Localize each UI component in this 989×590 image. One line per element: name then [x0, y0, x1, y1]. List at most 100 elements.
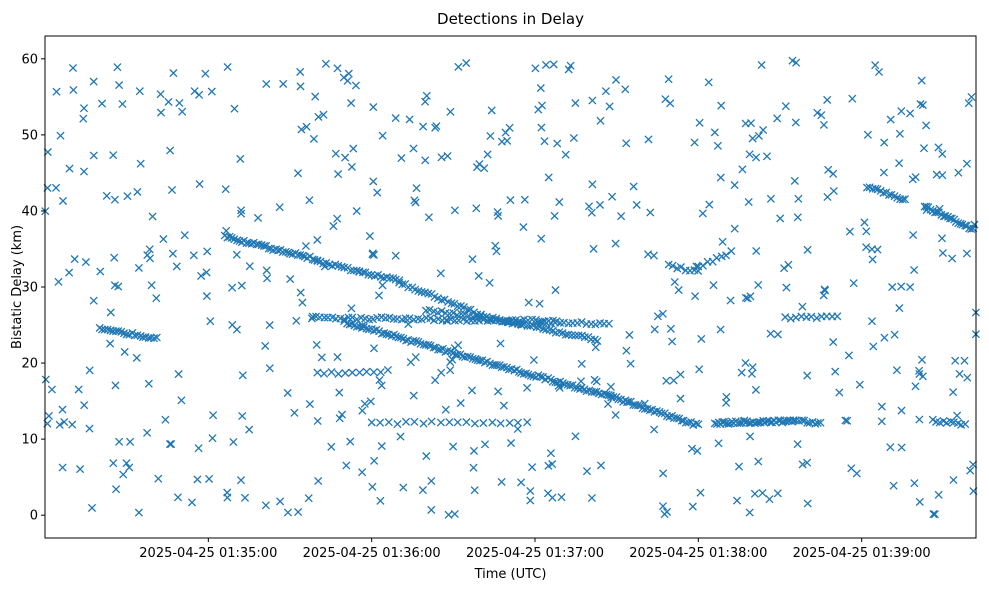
- detection-point: [677, 416, 686, 425]
- detection-point: [443, 346, 452, 356]
- y-axis-ticks: 0 10 20 30 40 50 60: [21, 52, 45, 524]
- detection-point: [89, 151, 98, 160]
- detection-point: [172, 262, 181, 271]
- detection-point: [966, 466, 975, 475]
- detection-point: [782, 283, 791, 292]
- detection-point: [65, 268, 74, 277]
- detection-point: [664, 75, 673, 84]
- detection-point: [446, 107, 455, 116]
- detection-point: [421, 97, 430, 106]
- detection-point: [467, 386, 477, 395]
- detection-point: [456, 399, 465, 408]
- detection-point: [915, 369, 924, 379]
- detection-point: [56, 131, 65, 140]
- detection-point: [571, 331, 580, 340]
- detection-point: [582, 467, 592, 476]
- detection-point: [463, 352, 472, 361]
- detection-point: [411, 353, 420, 362]
- detection-point: [569, 133, 578, 143]
- detection-point: [459, 303, 468, 312]
- detection-point: [313, 235, 322, 244]
- detection-point: [535, 299, 544, 308]
- detection-point: [337, 410, 347, 419]
- detection-point: [513, 418, 522, 427]
- detection-point: [967, 224, 976, 234]
- detection-point: [409, 144, 418, 153]
- detection-point: [497, 477, 506, 486]
- detection-point: [65, 164, 74, 173]
- detection-point: [793, 440, 802, 449]
- detection-point: [790, 176, 799, 185]
- detection-point: [113, 63, 122, 72]
- detection-point: [238, 371, 247, 380]
- detection-point: [519, 223, 528, 232]
- detection-point: [487, 106, 496, 115]
- detection-point: [370, 456, 379, 465]
- detection-point: [555, 383, 564, 392]
- detection-point: [722, 392, 731, 401]
- detection-point: [135, 87, 144, 96]
- detection-point: [454, 341, 463, 350]
- detection-point: [366, 397, 375, 406]
- detection-point: [202, 268, 211, 277]
- detection-point: [766, 329, 775, 338]
- detection-point: [823, 95, 832, 104]
- detection-point: [365, 232, 374, 241]
- detection-point: [194, 444, 203, 453]
- detection-point: [895, 304, 904, 313]
- detection-point: [954, 168, 963, 177]
- detection-point: [694, 420, 703, 429]
- detection-point: [341, 369, 350, 378]
- detection-point: [377, 381, 386, 390]
- detection-point: [539, 324, 548, 333]
- detection-point: [221, 185, 230, 194]
- detection-point: [122, 459, 131, 468]
- detection-point: [89, 77, 98, 86]
- detection-point: [813, 418, 822, 428]
- detection-point: [47, 385, 56, 394]
- detection-point: [41, 375, 50, 384]
- detection-point: [352, 266, 361, 275]
- detection-point: [919, 144, 929, 153]
- detection-point: [436, 269, 445, 278]
- detection-point: [961, 221, 970, 230]
- detection-point: [716, 325, 725, 334]
- detection-point: [748, 134, 757, 143]
- detection-point: [209, 411, 218, 420]
- detection-point: [110, 253, 119, 262]
- detection-point: [855, 380, 864, 389]
- detection-point: [819, 291, 828, 300]
- detection-point: [911, 173, 920, 182]
- detection-point: [134, 508, 143, 517]
- detection-point: [132, 353, 141, 362]
- detection-point: [201, 69, 210, 78]
- detection-point: [440, 295, 449, 304]
- detection-point: [292, 316, 301, 325]
- detection-point: [236, 154, 245, 163]
- detection-point: [228, 283, 237, 292]
- detection-point: [845, 227, 854, 236]
- detection-point: [453, 418, 462, 427]
- detection-point: [358, 321, 367, 330]
- detection-point: [676, 394, 685, 403]
- detection-point: [695, 118, 704, 127]
- detection-point: [187, 498, 197, 507]
- detection-point: [197, 271, 206, 280]
- detection-point: [195, 90, 204, 99]
- detection-point: [798, 460, 807, 469]
- detection-point: [401, 417, 411, 426]
- detection-point: [431, 376, 440, 385]
- detection-point: [791, 118, 800, 127]
- detection-point: [410, 196, 419, 205]
- detection-point: [754, 457, 763, 466]
- detection-point: [276, 497, 285, 506]
- detection-point: [571, 99, 580, 108]
- y-tick-label: 20: [21, 357, 38, 372]
- detection-point: [877, 417, 886, 426]
- detection-point: [178, 107, 187, 116]
- detection-point: [622, 139, 631, 148]
- detection-point: [604, 319, 613, 328]
- detection-point: [548, 460, 557, 469]
- detection-point: [935, 204, 944, 213]
- detection-point: [676, 263, 685, 272]
